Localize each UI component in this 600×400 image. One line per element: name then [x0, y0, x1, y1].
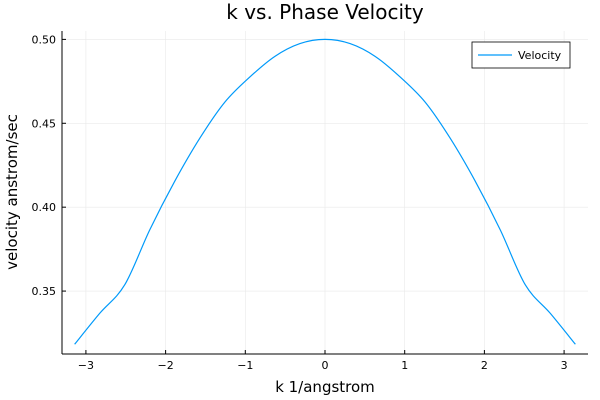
x-tick-label: 1	[401, 359, 408, 372]
grid	[62, 31, 588, 354]
x-tick-label: −3	[78, 359, 94, 372]
x-tick-label: 3	[561, 359, 568, 372]
legend-label-velocity: Velocity	[518, 49, 562, 62]
x-ticks: −3 −2 −1 0 1 2 3	[78, 350, 568, 372]
x-axis-label: k 1/angstrom	[275, 378, 375, 396]
x-tick-label: −2	[157, 359, 173, 372]
y-axis-label: velocity anstrom/sec	[3, 114, 21, 270]
series-line-velocity	[74, 38, 576, 345]
y-tick-label: 0.35	[32, 285, 57, 298]
y-tick-label: 0.40	[32, 201, 57, 214]
x-tick-label: 2	[481, 359, 488, 372]
x-tick-label: 0	[322, 359, 329, 372]
y-tick-label: 0.50	[32, 33, 57, 46]
y-ticks: 0.35 0.40 0.45 0.50	[32, 33, 66, 298]
chart-title: k vs. Phase Velocity	[226, 0, 424, 24]
x-tick-label: −1	[237, 359, 253, 372]
legend: Velocity	[471, 41, 571, 69]
y-tick-label: 0.45	[32, 117, 57, 130]
